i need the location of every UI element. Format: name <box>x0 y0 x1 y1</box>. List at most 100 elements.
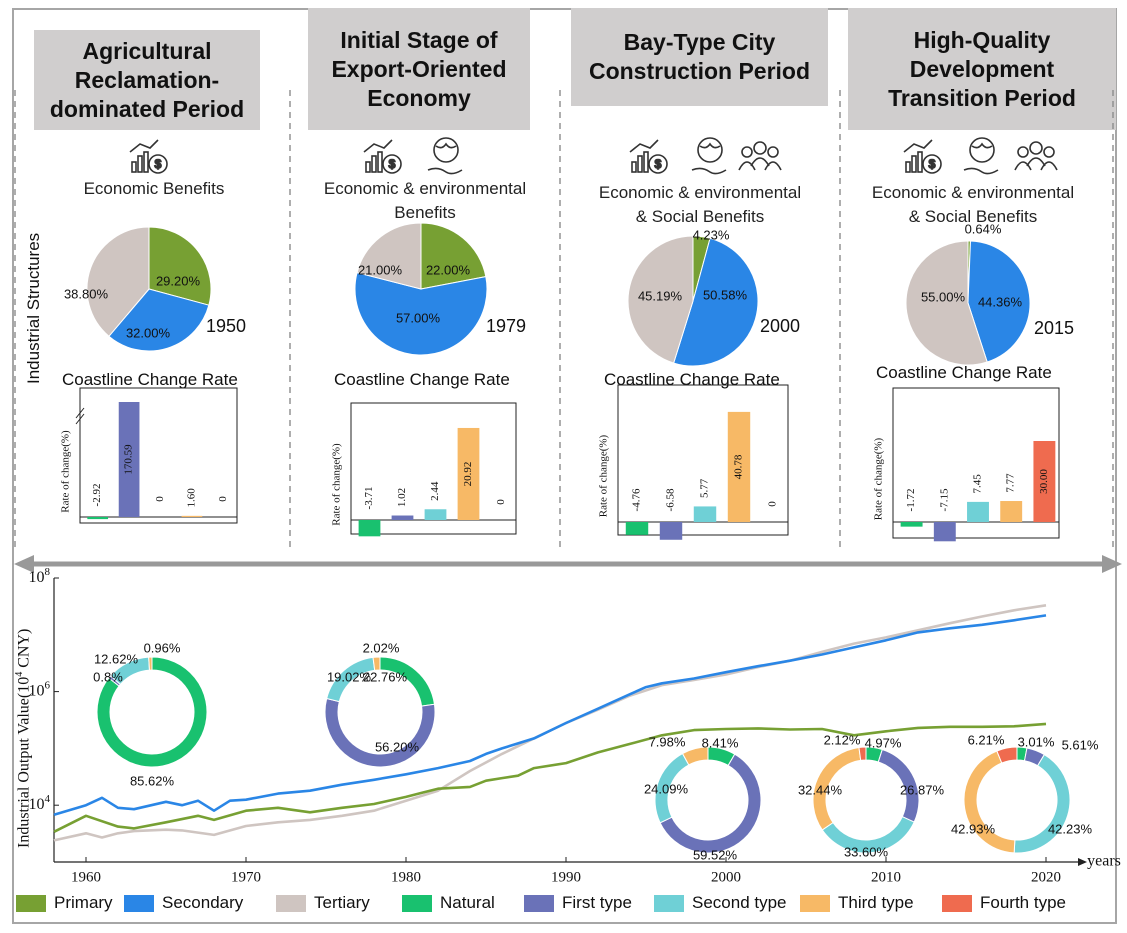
donut-slice <box>96 656 208 768</box>
icon-dollar: $ <box>655 157 662 171</box>
legend-swatch <box>276 894 306 912</box>
pie-slice <box>627 235 694 364</box>
donut-label: 5.61% <box>1062 737 1099 752</box>
ccr-title-1: Coastline Change Rate <box>62 370 238 389</box>
bar-ylabel: Rate of change(%) <box>60 430 72 513</box>
pie-label: 38.80% <box>64 286 109 301</box>
donut-label: 0.8% <box>93 669 123 684</box>
people-icon <box>738 141 782 171</box>
bar-value-label: -4.76 <box>631 488 643 511</box>
icon-bar <box>371 155 377 173</box>
legend-swatch <box>524 894 554 912</box>
bar-chart-frame <box>350 402 517 535</box>
bar <box>1000 501 1023 522</box>
donut-slice <box>963 750 1016 854</box>
bar <box>424 509 447 520</box>
donut-slice <box>324 697 436 768</box>
icon-bar <box>917 151 923 173</box>
legend-swatch <box>124 894 154 912</box>
pie-label: 50.58% <box>703 287 748 302</box>
chart-money-icon: $ <box>903 139 942 174</box>
pie-year-2: 1979 <box>486 316 527 336</box>
period-title-2: Initial Stage of Export-Oriented Economy <box>308 8 530 130</box>
icon-body <box>750 157 770 167</box>
bar-value-label: 20.92 <box>462 462 474 487</box>
icon-head <box>1029 141 1043 155</box>
icon-trend <box>363 139 393 153</box>
pie-slice <box>356 222 422 290</box>
icon-trend <box>129 139 159 153</box>
icon-body <box>1014 161 1032 171</box>
bar-value-label: -3.71 <box>363 487 375 510</box>
bar <box>1033 441 1056 522</box>
icon-globe <box>697 137 723 163</box>
timeline-arrow-left <box>14 555 34 573</box>
ccr-title-4: Coastline Change Rate <box>876 363 1052 382</box>
bar <box>625 522 649 535</box>
legend-item: Primary <box>16 893 113 913</box>
pie-year-1: 1950 <box>206 316 247 336</box>
icon-trend <box>629 139 659 153</box>
icon-coin <box>148 154 168 174</box>
period-title-3: Bay-Type City Construction Period <box>571 8 828 106</box>
icon-body <box>1026 157 1046 167</box>
ccr-title-3: Coastline Change Rate <box>604 370 780 389</box>
legend-item: Tertiary <box>276 893 370 913</box>
pie-year-3: 2000 <box>760 316 801 336</box>
legend-swatch <box>402 894 432 912</box>
legend-item: First type <box>524 893 632 913</box>
pie-label: 0.64% <box>965 221 1002 236</box>
icon-coin <box>382 154 402 174</box>
bar-value-label: 0 <box>217 496 229 502</box>
pie-label: 21.00% <box>358 262 403 277</box>
chart-money-icon: $ <box>363 139 402 174</box>
bar-value-label: -6.58 <box>665 488 677 511</box>
y-tick-label: 104 <box>29 793 51 813</box>
icon-head <box>1017 146 1029 158</box>
bar <box>457 427 480 520</box>
bar <box>181 515 203 517</box>
icon-bar <box>631 161 637 173</box>
x-tick-label: 1960 <box>71 869 101 885</box>
icon-dollar: $ <box>389 157 396 171</box>
pie-label: 55.00% <box>921 289 966 304</box>
bar-ylabel: Rate of change(%) <box>598 434 610 517</box>
icon-head <box>1043 146 1055 158</box>
icon-coin <box>922 154 942 174</box>
bar-value-label: 0 <box>495 499 507 505</box>
bar <box>967 501 989 522</box>
benefits-2: Economic & environmental Benefits <box>323 179 527 222</box>
donut-label: 7.98% <box>649 734 686 749</box>
legend: Primary Secondary Tertiary Natural First… <box>16 893 1116 919</box>
pie-slice <box>420 222 487 290</box>
icon-globe <box>433 137 459 163</box>
bar-ylabel: Rate of change(%) <box>331 443 343 526</box>
pie-slice <box>354 271 488 356</box>
period-title-4: High-Quality Development Transition Period <box>848 8 1116 130</box>
series-line <box>53 604 1047 842</box>
legend-item: Third type <box>800 893 914 913</box>
bar <box>391 515 414 520</box>
donut-label: 24.09% <box>644 781 689 796</box>
pie-slice <box>108 288 210 352</box>
bar-chart-frame <box>617 384 789 536</box>
pie-label: 57.00% <box>396 310 441 325</box>
x-tick-label: 2010 <box>871 869 901 885</box>
donut-label: 2.02% <box>363 640 400 655</box>
bar-value-label: 5.77 <box>699 478 711 498</box>
icon-dollar: $ <box>929 157 936 171</box>
donut-label: 42.93% <box>951 821 996 836</box>
figure-frame <box>12 8 1117 924</box>
bar-value-label: 7.77 <box>1005 473 1017 493</box>
people-icon <box>1014 141 1058 171</box>
donut-label: 19.02% <box>327 669 372 684</box>
pie-label: 4.23% <box>693 227 730 242</box>
icon-hand <box>691 167 727 175</box>
chart-money-icon: $ <box>629 139 668 174</box>
bar-value-label: 7.45 <box>972 474 984 494</box>
icon-bar <box>637 155 643 173</box>
bar-value-label: 0 <box>154 496 166 502</box>
series-line <box>53 614 1047 816</box>
pie-slice <box>967 240 1031 363</box>
